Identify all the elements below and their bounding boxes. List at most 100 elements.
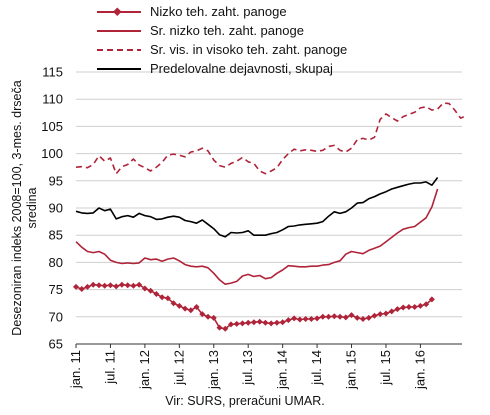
series-marker-0 <box>377 311 384 318</box>
legend-swatch-sr-visoko <box>97 48 141 51</box>
series-marker-0 <box>262 319 269 326</box>
series-marker-0 <box>354 314 361 321</box>
series-marker-0 <box>124 282 131 289</box>
series-marker-0 <box>187 307 194 314</box>
y-tick-label: 70 <box>49 309 63 324</box>
series-marker-0 <box>159 294 166 301</box>
series-marker-0 <box>136 281 143 288</box>
x-tick-label: jul. 11 <box>102 350 117 385</box>
series-marker-0 <box>268 320 275 327</box>
series-marker-0 <box>411 304 418 311</box>
series-marker-0 <box>222 325 229 332</box>
series-marker-0 <box>348 312 355 319</box>
series-marker-0 <box>130 282 137 289</box>
series-marker-0 <box>227 321 234 328</box>
y-tick-label: 100 <box>41 146 63 161</box>
legend-label-skupaj: Predelovalne dejavnosti, skupaj <box>150 61 333 76</box>
y-tick-label: 65 <box>49 337 63 352</box>
x-tick-label: jul. 13 <box>240 350 255 386</box>
series-marker-0 <box>296 316 303 323</box>
y-tick-label: 75 <box>49 282 63 297</box>
legend-item-sr-visoko: Sr. vis. in visoko teh. zaht. panoge <box>96 40 347 59</box>
y-tick-label: 85 <box>49 228 63 243</box>
series-marker-0 <box>319 313 326 320</box>
series-marker-0 <box>371 312 378 319</box>
series-marker-0 <box>78 286 85 293</box>
series-marker-0 <box>428 296 435 303</box>
series-marker-0 <box>314 315 321 322</box>
series-marker-0 <box>233 320 240 327</box>
y-tick-label: 115 <box>42 65 63 80</box>
series-marker-0 <box>331 313 338 320</box>
series-marker-0 <box>176 302 183 309</box>
series-marker-0 <box>95 282 102 289</box>
legend-swatch-nizko <box>97 6 141 16</box>
series-marker-0 <box>245 319 252 326</box>
y-tick-label: 110 <box>42 92 63 107</box>
series-marker-0 <box>405 304 412 311</box>
plot-area <box>73 102 467 332</box>
y-tick-label: 105 <box>41 119 63 134</box>
y-axis-label: Desezoniran indeks 2008=100, 3-mes. drse… <box>10 80 39 336</box>
legend-swatch-skupaj <box>97 67 141 70</box>
x-tick-label: jan. 13 <box>206 350 221 390</box>
x-tick-label: jan. 16 <box>412 350 427 390</box>
series-marker-0 <box>325 313 332 320</box>
series-marker-0 <box>84 283 91 290</box>
legend-swatch-sr-nizko <box>97 29 141 32</box>
legend-label-nizko: Nizko teh. zaht. panoge <box>150 4 287 19</box>
series-marker-0 <box>90 281 97 288</box>
series-marker-0 <box>273 319 280 326</box>
series-marker-0 <box>394 306 401 313</box>
y-axis: 65 70 75 80 85 90 95 100 105 110 115 <box>41 65 63 352</box>
series-marker-0 <box>193 304 200 311</box>
series-marker-0 <box>164 295 171 302</box>
series-line-1 <box>75 188 439 286</box>
series-marker-0 <box>285 317 292 324</box>
series-line-3 <box>75 177 439 238</box>
series-marker-0 <box>302 315 309 322</box>
series-marker-0 <box>153 290 160 297</box>
series-marker-0 <box>279 319 286 326</box>
x-axis: jan. 11 jul. 11 jan. 12 jul. 12 jan. 13 jul. … <box>68 343 462 390</box>
grid-lines <box>76 71 462 318</box>
series-marker-0 <box>239 320 246 327</box>
legend-item-nizko: Nizko teh. zaht. panoge <box>96 2 347 21</box>
series-marker-0 <box>205 313 212 320</box>
series-marker-0 <box>210 314 217 321</box>
series-marker-0 <box>216 324 223 331</box>
series-line-2 <box>75 102 467 175</box>
series-marker-0 <box>400 304 407 311</box>
legend-label-sr-visoko: Sr. vis. in visoko teh. zaht. panoge <box>150 42 348 57</box>
series-marker-0 <box>107 282 114 289</box>
series-marker-0 <box>170 300 177 307</box>
x-tick-label: jan. 12 <box>137 350 152 390</box>
x-tick-label: jan. 11 <box>68 350 83 389</box>
series-marker-0 <box>141 285 148 292</box>
series-marker-0 <box>256 318 263 325</box>
series-marker-0 <box>423 301 430 308</box>
series-marker-0 <box>337 313 344 320</box>
series-marker-0 <box>199 311 206 318</box>
series-marker-0 <box>291 315 298 322</box>
series-marker-0 <box>360 315 366 322</box>
legend-item-sr-nizko: Sr. nizko teh. zaht. panoge <box>96 21 347 40</box>
series-marker-0 <box>365 314 372 321</box>
series-marker-0 <box>182 305 189 312</box>
series-marker-0 <box>147 287 154 294</box>
legend-item-skupaj: Predelovalne dejavnosti, skupaj <box>96 59 347 78</box>
series-marker-0 <box>388 308 395 315</box>
y-tick-label: 80 <box>49 255 63 270</box>
series-marker-0 <box>118 281 125 288</box>
series-marker-0 <box>342 314 349 321</box>
x-tick-label: jul. 14 <box>309 350 324 386</box>
y-tick-label: 95 <box>49 173 63 188</box>
x-tick-label: jul. 12 <box>171 350 186 386</box>
legend: Nizko teh. zaht. panoge Sr. nizko teh. z… <box>96 2 347 78</box>
x-tick-label: jan. 14 <box>275 350 290 390</box>
y-tick-label: 90 <box>49 201 63 216</box>
source-note: Vir: SURS, preračuni UMAR. <box>165 394 325 408</box>
series-marker-0 <box>250 319 257 326</box>
x-tick-label: jul. 15 <box>378 350 393 386</box>
